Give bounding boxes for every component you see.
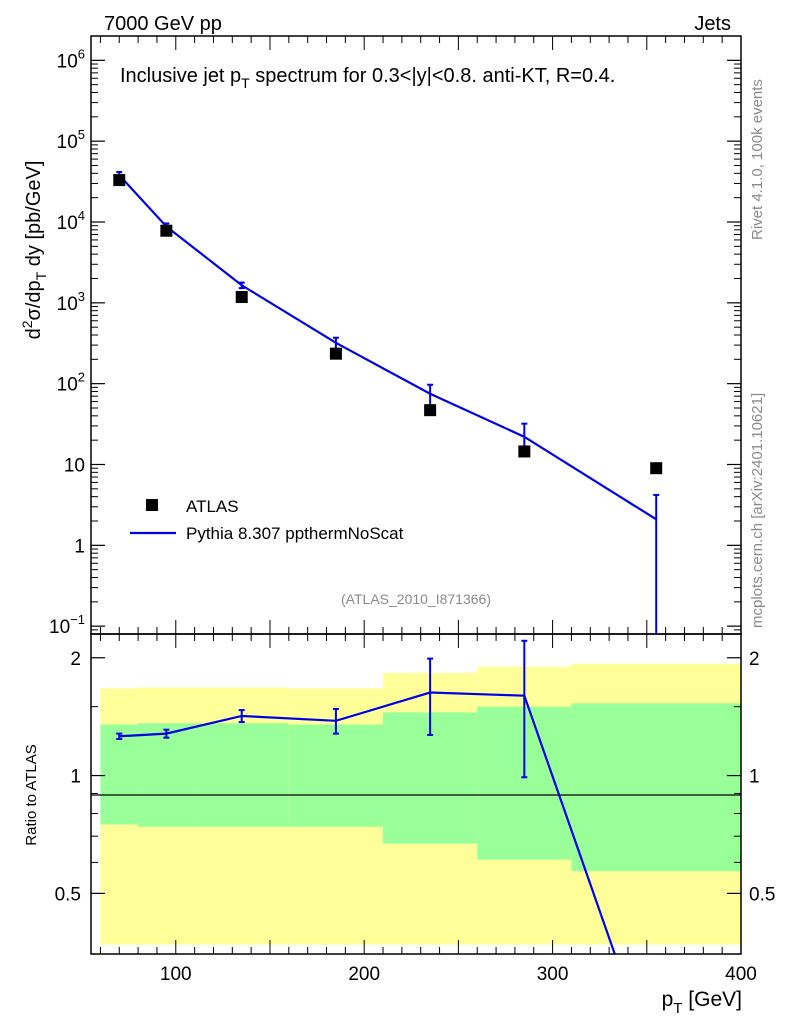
- header-left: 7000 GeV pp: [104, 13, 222, 35]
- analysis-watermark: (ATLAS_2010_I871366): [341, 591, 491, 607]
- atlas-data-point: [235, 291, 248, 304]
- y-tick-base: 10: [57, 51, 78, 72]
- y-tick-exp: 3: [78, 289, 85, 304]
- y-tick-label: 104: [57, 208, 85, 234]
- ratio-bands: [100, 663, 741, 945]
- ratio-band-inner: [288, 724, 384, 827]
- y-tick-exp: 4: [78, 208, 85, 223]
- ratio-band-inner: [194, 723, 289, 827]
- main-y-label: d2σ/dpT dy [pb/GeV]: [19, 161, 49, 340]
- x-tick-label: 100: [160, 964, 192, 985]
- y-tick-base: 10: [57, 213, 78, 234]
- y-tick-label: 102: [57, 370, 85, 396]
- x-axis-label: pT [GeV]: [662, 988, 742, 1017]
- atlas-data-point: [160, 224, 173, 237]
- ratio-frame: [90, 633, 742, 955]
- ratio-y-tick-label: 2: [70, 649, 81, 670]
- atlas-data-point: [329, 347, 342, 360]
- y-tick-base: 10: [57, 132, 78, 153]
- legend-mc-label: Pythia 8.307 ppthermNoScat: [186, 524, 404, 543]
- ratio-y-tick-label-right: 1: [749, 767, 760, 788]
- atlas-data-point: [113, 174, 126, 187]
- y-tick-base: 10: [49, 617, 70, 638]
- y-tick-exp: 5: [78, 127, 85, 142]
- x-tick-label: 300: [537, 964, 569, 985]
- y-tick-base: 10: [57, 375, 78, 396]
- atlas-data-point: [424, 404, 437, 417]
- y-tick-exp: −1: [70, 612, 85, 627]
- y-tick-label: 103: [57, 289, 85, 315]
- header-right: Jets: [694, 13, 731, 35]
- y-tick-label: 105: [57, 127, 85, 153]
- ratio-y-label: Ratio to ATLAS: [23, 744, 40, 845]
- y-tick-label: 10: [64, 455, 85, 476]
- ratio-panel: 2 2 1 1 0.5 0.5 100 200 300 400 Ratio to ATLAS pT…: [23, 633, 775, 1017]
- ratio-series: [116, 639, 616, 955]
- ratio-band-inner: [100, 724, 139, 825]
- y-tick-label: 10−1: [49, 612, 85, 638]
- ratio-y-tick-label: 0.5: [55, 884, 81, 905]
- mc-line: [118, 174, 657, 521]
- main-series: [113, 171, 663, 634]
- ratio-band-inner: [571, 703, 741, 872]
- x-tick-label: 400: [725, 964, 757, 985]
- y-tick-label: 1: [74, 536, 85, 557]
- y-tick-base: 10: [57, 294, 78, 315]
- rivet-label: Rivet 4.1.0, 100k events: [749, 79, 766, 240]
- ratio-y-tick-label-right: 2: [749, 649, 760, 670]
- main-frame: [90, 35, 742, 635]
- x-tick-label: 200: [348, 964, 380, 985]
- atlas-data-point: [518, 445, 531, 458]
- ratio-band-inner: [138, 723, 195, 827]
- legend-atlas-marker: [146, 499, 158, 511]
- chart-title: Inclusive jet pT spectrum for 0.3<|y|<0.…: [120, 65, 615, 91]
- atlas-data-point: [650, 462, 663, 475]
- mcplots-label: mcplots.cern.ch [arXiv:2401.10621]: [749, 393, 766, 628]
- y-tick-exp: 2: [78, 370, 85, 385]
- y-tick-exp: 6: [78, 46, 85, 61]
- ratio-y-tick-label-right: 0.5: [749, 884, 775, 905]
- legend-atlas-label: ATLAS: [186, 497, 239, 516]
- ratio-y-tick-label: 1: [70, 767, 81, 788]
- y-tick-label: 106: [57, 46, 85, 72]
